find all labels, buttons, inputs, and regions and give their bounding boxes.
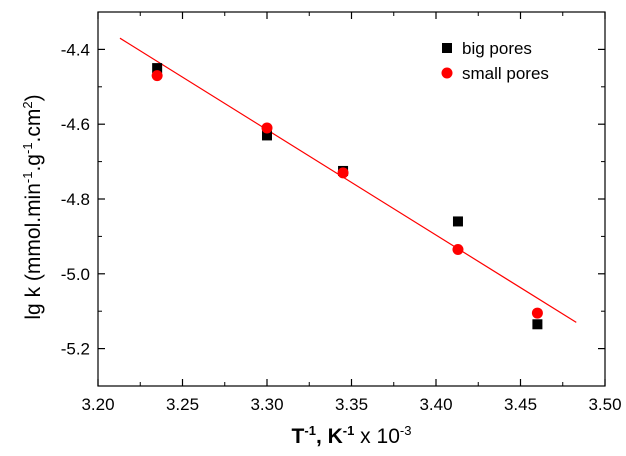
axis-title-part: .cm [22,109,45,143]
axis-title-part: T [292,425,305,448]
point-big-pores [532,319,543,330]
axis-title-superscript: -1 [343,423,355,438]
fit-line [119,37,577,323]
legend-marker-big-pores [442,43,452,53]
axis-title-part: , K [316,425,343,448]
x-tick-label: 3.45 [504,395,537,414]
fit-line-layer [119,37,577,323]
legend-label-small-pores: small pores [462,64,549,83]
axis-title-part: lg k (mmol.min [22,183,45,320]
y-axis-ticks: -4.4 -4.6 -4.8 -5.0 -5.2 [61,11,605,387]
y-tick-label: -5.0 [61,265,90,284]
point-small-pores [452,243,464,255]
data-points [151,63,543,330]
point-small-pores [151,70,163,82]
axis-title-part: .g [22,154,45,172]
point-big-pores [452,216,463,227]
point-big-pores [262,130,272,141]
axis-title-superscript: 2 [20,101,35,108]
x-tick-label: 3.50 [588,395,621,414]
point-small-pores [531,307,543,319]
y-tick-label: -4.4 [61,40,90,59]
x-tick-label: 3.20 [81,395,114,414]
x-tick-label: 3.40 [419,395,452,414]
axis-title-superscript: -1 [304,423,316,438]
y-tick-label: -4.6 [61,115,90,134]
point-big-pores [152,63,163,74]
axis-title-superscript: -1 [20,172,35,184]
x-axis-ticks: 3.20 3.25 3.30 3.35 3.40 3.45 3.50 [81,12,622,414]
axis-title-superscript: -1 [20,142,35,154]
y-tick-label: -4.8 [61,190,90,209]
legend-label-big-pores: big pores [462,39,532,58]
axis-title-part: ) [22,94,45,101]
legend-marker-small-pores [441,67,453,79]
point-small-pores [261,122,273,134]
x-tick-label: 3.25 [166,395,199,414]
axis-title-part: x 10 [354,425,400,448]
x-tick-label: 3.35 [335,395,368,414]
y-tick-label: -5.2 [61,340,90,359]
x-axis-title: T-1, K-1 x 10-3 [292,423,412,448]
axis-title-superscript: -3 [400,423,412,438]
y-axis-title: lg k (mmol.min-1.g-1.cm2) [20,94,45,319]
point-small-pores [337,167,349,179]
x-tick-label: 3.30 [250,395,283,414]
legend: big pores small pores [441,39,549,83]
